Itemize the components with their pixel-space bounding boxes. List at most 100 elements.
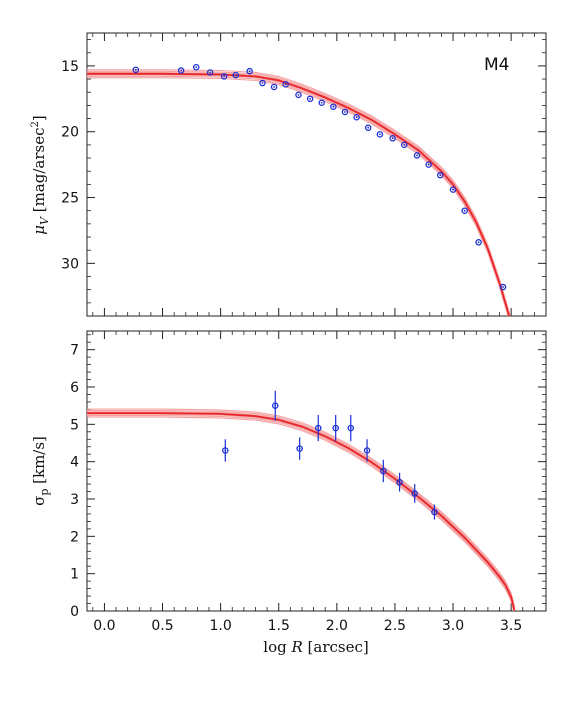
mu-subscript: V [38,216,51,225]
top-data-point [282,81,289,88]
top-data-point-core [248,70,251,73]
top-data-point-core [223,75,226,78]
bottom-data-point-core [382,470,385,472]
top-y-tick-label: 30 [61,256,79,272]
x-axis-variable: R [290,638,302,656]
top-y-tick-label: 15 [61,59,79,75]
top-data-point-core [477,241,480,244]
top-data-point [270,83,278,91]
bottom-y-tick-label: 5 [70,417,79,433]
top-model-curve [87,72,511,316]
top-model-band-line [87,74,510,316]
top-y-unit-close: ] [30,115,48,121]
x-tick-label: 1.5 [268,618,290,634]
top-data-point-core [403,143,406,146]
bottom-axis-ticks: 0.0 0.5 1.0 1.5 2.0 2.5 3.0 3.5 0 1 2 3 4 5 6 7 [70,331,547,634]
bottom-y-tick-label: 2 [70,529,79,545]
bottom-data-point-core [224,449,227,452]
bottom-data-point-core [366,449,368,452]
bottom-model-line [87,412,516,611]
bottom-y-unit: [km/s] [30,436,48,489]
x-tick-label: 1.0 [210,618,232,634]
bottom-data-point [347,424,355,432]
mu-symbol: μ [30,225,48,235]
top-data-point [295,91,302,99]
sigma-subscript: p [38,489,51,496]
top-y-unit: [mag/arsec [30,128,48,218]
top-data-point [437,171,444,179]
x-tick-label: 0.5 [151,618,173,634]
top-data-point [177,67,185,74]
top-data-point [376,131,384,138]
bottom-data-point [363,447,371,454]
top-data-point-core [332,105,335,108]
bottom-y-tick-label: 7 [70,343,79,359]
bottom-data-point [411,490,418,497]
top-data-point-core [355,116,358,119]
top-data-point-core [134,68,137,71]
top-model-band-line [87,69,511,316]
top-data-point [413,152,421,159]
top-data-point-core [416,154,418,157]
top-data-point [475,239,482,246]
top-data-point-core [391,137,394,140]
bottom-data-point [396,478,403,486]
bottom-model-curve [87,412,516,611]
top-data-point-core [273,86,275,88]
bottom-data-point-core [274,404,277,407]
x-tick-label: 3.0 [442,618,464,634]
top-data-point [449,186,457,193]
top-data-point-core [195,66,198,69]
bottom-data-point [314,424,322,432]
bottom-data-points [222,390,438,520]
top-data-point [232,71,239,79]
x-tick-label: 3.5 [500,618,522,634]
top-data-point [353,113,360,121]
top-data-point [318,99,325,107]
cluster-label: M4 [484,55,509,75]
top-model-band [87,69,511,316]
top-model-band-line [87,75,510,316]
x-tick-label: 2.0 [326,618,348,634]
top-data-point-core [427,163,430,166]
bottom-data-point-core [433,511,436,513]
bottom-data-point-core [298,447,301,450]
top-data-point [306,95,314,103]
bottom-data-point [271,402,279,409]
x-axis-unit: [arcsec] [303,638,369,656]
surface-brightness-panel: 15 20 25 30 M4 μV [mag/arsec2] [30,32,547,317]
top-data-point [259,79,266,87]
bottom-data-point [380,467,387,475]
bottom-y-axis-title: σp [km/s] [30,436,51,506]
top-data-point [246,67,253,75]
bottom-model-band-line [87,410,516,609]
bottom-y-tick-label: 0 [70,604,79,620]
bottom-data-point [296,445,303,452]
bottom-data-point [332,424,339,432]
top-data-point [499,283,507,291]
top-data-point [192,63,200,71]
top-data-point [389,135,396,142]
top-data-point-core [320,101,323,104]
top-data-point-core [309,97,312,100]
top-data-point-core [378,133,381,136]
bottom-model-band-line [87,408,516,608]
x-axis-log: log [263,638,291,656]
bottom-model-band-line [87,411,516,610]
top-y-tick-label: 20 [61,125,79,141]
top-data-points [132,63,507,291]
velocity-dispersion-panel: 0.0 0.5 1.0 1.5 2.0 2.5 3.0 3.5 0 1 2 3 4 5 6 7 σp [km/… [30,330,547,656]
top-data-point-core [234,74,237,77]
bottom-y-tick-label: 3 [70,492,79,508]
bottom-model-band [87,408,516,611]
top-data-point-core [439,174,442,177]
top-data-point [206,69,214,76]
top-data-point-core [180,69,183,72]
top-data-point-core [367,126,370,129]
top-data-point [220,73,228,80]
top-model-band-line [87,77,509,316]
top-data-point-core [463,209,466,212]
bottom-y-tick-label: 4 [70,455,79,471]
top-y-axis-title: μV [mag/arsec2] [30,115,51,234]
